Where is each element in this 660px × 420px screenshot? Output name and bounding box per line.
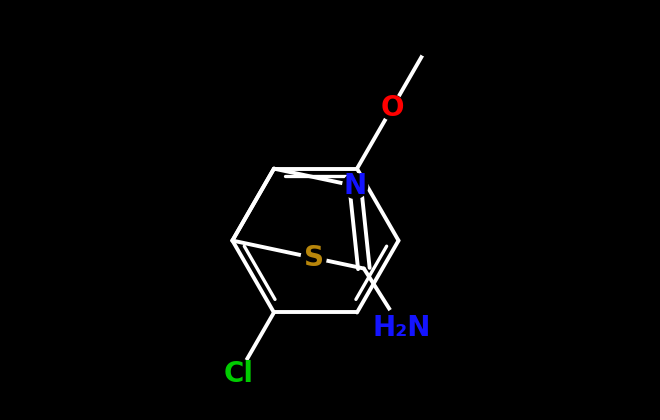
Circle shape — [224, 359, 253, 389]
Text: S: S — [304, 244, 323, 272]
Text: N: N — [344, 172, 367, 200]
Circle shape — [301, 245, 326, 270]
Circle shape — [418, 37, 438, 56]
Circle shape — [380, 95, 405, 120]
Circle shape — [343, 173, 368, 198]
Text: O: O — [381, 94, 404, 121]
Text: H₂N: H₂N — [372, 314, 431, 342]
Circle shape — [381, 307, 422, 349]
Text: Cl: Cl — [224, 360, 253, 388]
